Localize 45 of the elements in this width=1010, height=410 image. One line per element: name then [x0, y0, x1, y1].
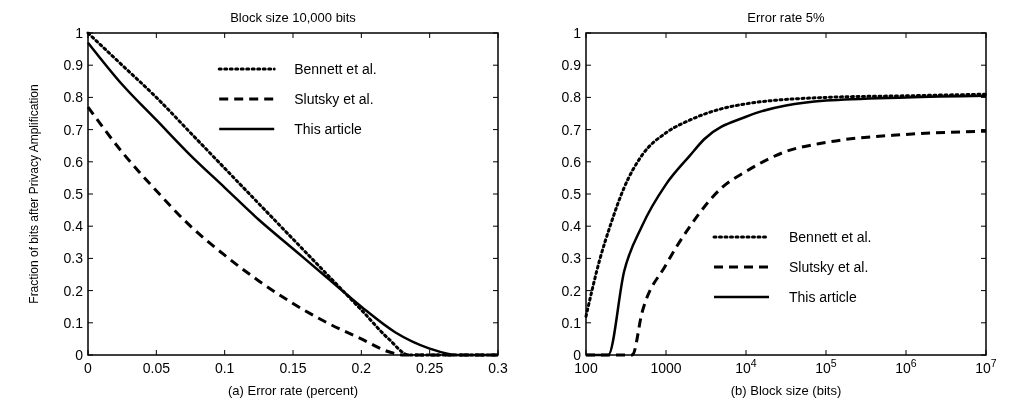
x-tick-label: 10$^{4}$: [735, 357, 757, 376]
x-tick-label: 0.2: [351, 360, 372, 376]
legend-label: This article: [789, 289, 857, 305]
legend-label: Slutsky et al.: [294, 91, 374, 107]
y-tick-label: 0.1: [63, 314, 84, 331]
x-axis-title: (a) Error rate (percent): [227, 383, 359, 398]
y-tick-label: 1: [573, 25, 582, 41]
y-tick-label: 0.8: [561, 89, 582, 106]
chart-title: Block size 10,000 bits: [230, 10, 357, 25]
y-tick-label: 0.6: [561, 153, 582, 170]
y-tick-label: 0.3: [561, 250, 582, 267]
x-axis-title: (b) Block size (bits): [730, 383, 842, 398]
y-tick-label: 0.6: [63, 153, 84, 170]
x-tick-label: 100: [574, 360, 598, 376]
x-tick-label: 0.3: [488, 360, 508, 376]
y-tick-label: 0: [573, 347, 582, 363]
y-tick-label: 0.5: [63, 186, 84, 202]
legend-label: This article: [294, 121, 363, 137]
y-tick-label: 0.5: [561, 186, 582, 202]
chart-title: Error rate 5%: [747, 10, 826, 25]
y-tick-label: 0.7: [561, 121, 582, 138]
x-tick-label: 10$^{6}$: [895, 357, 917, 376]
y-tick-label: 0.7: [63, 121, 84, 138]
x-tick-label: 0.15: [279, 360, 307, 376]
y-tick-label: 0: [75, 347, 84, 363]
y-tick-label: 0.9: [63, 57, 84, 74]
y-tick-label: 0.1: [561, 314, 582, 331]
y-tick-label: 0.2: [63, 282, 84, 299]
y-tick-label: 0.2: [561, 282, 582, 299]
x-tick-label: 0.1: [214, 360, 235, 376]
y-tick-label: 1: [75, 25, 84, 41]
x-tick-label: 1000: [650, 360, 682, 376]
x-tick-label: 0.25: [416, 360, 444, 376]
x-tick-label: 10$^{5}$: [815, 357, 837, 376]
x-tick-label: 10$^{7}$: [975, 357, 997, 376]
y-tick-label: 0.9: [561, 57, 582, 74]
legend-label: Slutsky et al.: [789, 259, 869, 275]
y-axis-title: Fraction of bits after Privacy Amplification: [27, 84, 41, 304]
y-tick-label: 0.4: [561, 218, 582, 235]
legend-label: Bennett et al.: [294, 61, 377, 77]
y-tick-label: 0.8: [63, 89, 84, 106]
y-tick-label: 0.4: [63, 218, 84, 235]
x-tick-label: 0.05: [142, 360, 171, 376]
y-tick-label: 0.3: [63, 250, 84, 267]
legend-label: Bennett et al.: [789, 229, 872, 245]
